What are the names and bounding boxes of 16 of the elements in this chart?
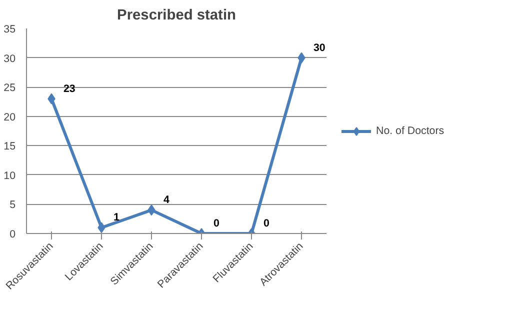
- data-label: 30: [314, 42, 326, 54]
- data-label: 4: [164, 194, 170, 206]
- y-tick-label: 30: [4, 52, 16, 65]
- y-tick-label: 20: [4, 111, 16, 124]
- data-label: 0: [264, 218, 270, 230]
- data-label: 23: [64, 82, 76, 95]
- y-tick-label: 15: [4, 140, 16, 153]
- y-tick-label: 25: [4, 82, 16, 94]
- data-label: 0: [214, 218, 220, 230]
- y-tick-label: 35: [4, 24, 16, 36]
- legend-label: No. of Doctors: [376, 124, 444, 136]
- y-tick-label: 0: [10, 228, 16, 240]
- y-tick-label: 5: [10, 199, 16, 212]
- data-label: 1: [114, 212, 120, 224]
- y-tick-label: 10: [4, 170, 16, 182]
- chart-title: Prescribed statin: [117, 8, 236, 24]
